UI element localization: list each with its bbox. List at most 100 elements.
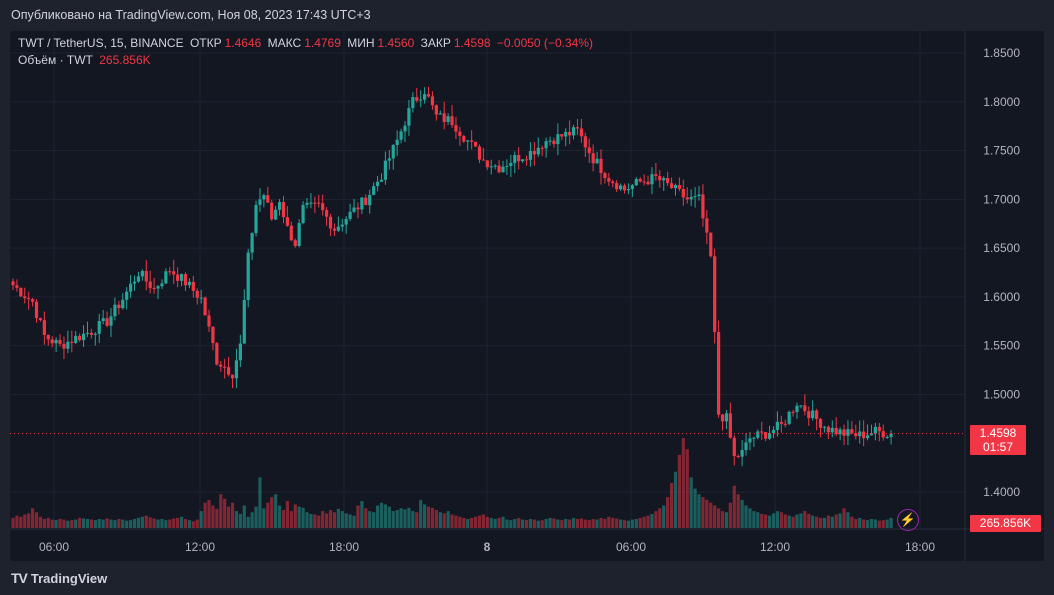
volume-bar bbox=[15, 515, 19, 528]
candle-body bbox=[634, 178, 638, 186]
candle-body bbox=[187, 281, 191, 286]
candle-body bbox=[42, 320, 46, 335]
volume-bar bbox=[317, 515, 321, 528]
candle-body bbox=[811, 410, 815, 419]
volume-bar bbox=[560, 520, 564, 528]
candle-body bbox=[662, 177, 666, 181]
candle-body bbox=[611, 181, 615, 184]
candle-body bbox=[74, 335, 78, 343]
volume-bar bbox=[289, 511, 293, 528]
candle-body bbox=[234, 360, 239, 379]
candle-body bbox=[285, 217, 289, 226]
candle-body bbox=[301, 204, 305, 224]
volume-bar bbox=[254, 506, 258, 528]
volume-bar bbox=[368, 511, 372, 528]
volume-bar bbox=[552, 518, 556, 528]
volume-bar bbox=[297, 506, 301, 528]
footer-brand[interactable]: TV TradingView bbox=[11, 570, 107, 586]
chart-panel[interactable]: 1.8500 1.8000 1.7500 1.7000 1.6500 1.6000 1.55… bbox=[10, 31, 1044, 561]
volume-bar bbox=[583, 519, 587, 528]
volume-bar bbox=[842, 508, 846, 528]
candle-body bbox=[223, 366, 227, 368]
volume-bar bbox=[266, 502, 270, 528]
volume-bar bbox=[524, 520, 529, 528]
candle-body bbox=[548, 140, 552, 142]
candle-body bbox=[442, 113, 446, 123]
volume-bar bbox=[767, 515, 772, 528]
volume-bar bbox=[642, 516, 646, 528]
candle-body bbox=[89, 332, 93, 335]
candle-body bbox=[783, 423, 787, 425]
volume-bar bbox=[403, 509, 407, 528]
candle-body bbox=[466, 140, 470, 142]
volume-bar bbox=[199, 511, 203, 528]
candle-body bbox=[497, 165, 501, 173]
volume-bar bbox=[375, 505, 380, 528]
volume-bar bbox=[78, 517, 82, 528]
candle-body bbox=[430, 96, 435, 106]
candle-body bbox=[846, 429, 850, 436]
candle-body bbox=[258, 199, 262, 205]
volume-bar bbox=[332, 512, 337, 528]
candle-body bbox=[387, 158, 391, 161]
symbol-label[interactable]: TWT / TetherUS, 15, BINANCE bbox=[18, 36, 184, 50]
volume-bar bbox=[858, 517, 862, 528]
candle-body bbox=[262, 195, 266, 200]
volume-bar bbox=[81, 518, 86, 528]
candle-body bbox=[689, 196, 693, 200]
candle-body bbox=[626, 189, 631, 191]
candle-body bbox=[58, 339, 62, 344]
volume-bar bbox=[634, 519, 638, 528]
candle-body bbox=[54, 339, 58, 344]
candle-body bbox=[360, 197, 364, 210]
candle-body bbox=[85, 332, 90, 334]
candle-body bbox=[46, 334, 50, 340]
candle-body bbox=[97, 321, 101, 334]
candle-body bbox=[191, 281, 195, 291]
volume-bar bbox=[101, 519, 105, 528]
close-value: 1.4598 bbox=[453, 36, 491, 50]
volume-bar bbox=[258, 477, 262, 528]
candle-body bbox=[564, 131, 568, 137]
volume-bar bbox=[834, 514, 838, 528]
volume-bar bbox=[646, 515, 650, 528]
candle-body bbox=[779, 421, 783, 424]
candle-body bbox=[850, 429, 854, 434]
x-tick-label: 8 bbox=[484, 540, 491, 554]
candle-body bbox=[352, 207, 356, 212]
candle-body bbox=[830, 427, 834, 433]
candle-body bbox=[411, 97, 415, 109]
volume-bar bbox=[364, 508, 368, 528]
volume-bar bbox=[407, 507, 411, 528]
volume-bar bbox=[207, 499, 211, 528]
volume-bar bbox=[136, 517, 141, 528]
price-chart[interactable]: 1.8500 1.8000 1.7500 1.7000 1.6500 1.6000 1.55… bbox=[10, 31, 1044, 561]
volume-bar bbox=[528, 519, 533, 528]
volume-bar bbox=[446, 511, 450, 528]
tradingview-logo-icon: TV bbox=[11, 570, 28, 586]
volume-bar bbox=[603, 519, 607, 528]
volume-label[interactable]: Объём · TWT bbox=[18, 53, 93, 67]
candle-body bbox=[356, 207, 360, 210]
candle-body bbox=[583, 136, 587, 148]
volume-bar bbox=[740, 499, 744, 528]
candle-body bbox=[622, 185, 627, 191]
volume-bar bbox=[105, 518, 109, 528]
candle-body bbox=[838, 429, 842, 435]
change-value: −0.0050 (−0.34%) bbox=[496, 36, 593, 50]
candle-body bbox=[603, 172, 607, 179]
high-label: МАКС bbox=[267, 36, 302, 50]
volume-bar bbox=[352, 515, 356, 528]
volume-bar bbox=[462, 517, 466, 528]
candle-body bbox=[775, 421, 779, 430]
lightning-icon[interactable]: ⚡ bbox=[897, 509, 919, 531]
volume-bar bbox=[509, 520, 513, 528]
volume-bar bbox=[387, 506, 391, 528]
candle-body bbox=[266, 195, 270, 203]
volume-bar bbox=[854, 519, 858, 528]
candle-body bbox=[669, 183, 674, 189]
candle-body bbox=[313, 202, 317, 204]
candle-body bbox=[31, 299, 35, 302]
low-value: 1.4560 bbox=[377, 36, 415, 50]
candle-body bbox=[764, 432, 768, 439]
